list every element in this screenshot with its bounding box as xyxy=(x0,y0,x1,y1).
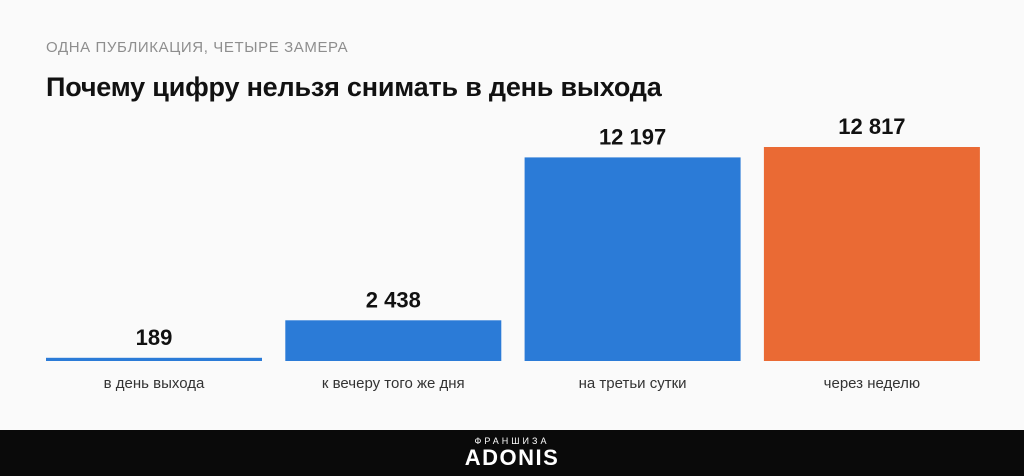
value-label-4: 12 817 xyxy=(838,114,905,139)
chart-kicker: ОДНА ПУБЛИКАЦИЯ, ЧЕТЫРЕ ЗАМЕРА xyxy=(46,39,349,56)
bar-4 xyxy=(763,147,980,361)
value-label-2: 2 438 xyxy=(366,287,421,312)
bar-1 xyxy=(46,357,262,361)
value-label-1: 189 xyxy=(136,325,173,350)
category-label-3: на третьи сутки xyxy=(579,375,687,392)
brand-logo: ADONIS xyxy=(464,445,560,470)
category-label-1: в день выхода xyxy=(104,375,205,392)
chart-title: Почему цифру нельзя снимать в день выход… xyxy=(46,72,662,102)
bar-chart: 189 в день выхода 2 438 к вечеру того же дн… xyxy=(46,114,980,392)
footer-bar: ФРАНШИЗА ADONIS xyxy=(0,430,1024,476)
category-label-2: к вечеру того же дня xyxy=(322,375,465,392)
footer-franchise-label: ФРАНШИЗА xyxy=(474,436,550,446)
value-label-3: 12 197 xyxy=(599,124,666,149)
bar-2 xyxy=(285,320,502,361)
bar-3 xyxy=(524,157,741,361)
category-label-4: через неделю xyxy=(824,375,920,392)
